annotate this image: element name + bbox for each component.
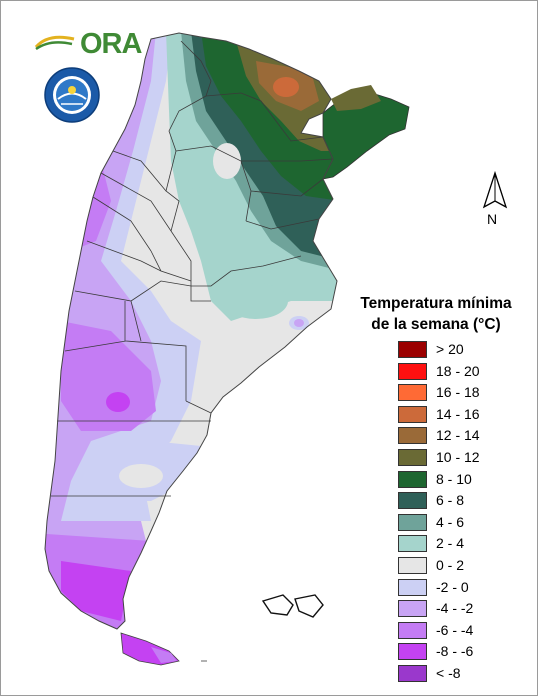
legend-title: Temperatura mínima de la semana (°C) <box>337 293 535 335</box>
smn-seal-icon <box>43 66 101 124</box>
legend-swatch <box>398 535 427 553</box>
legend-title-line1: Temperatura mínima <box>360 295 512 312</box>
legend-label: 10 - 12 <box>436 448 480 465</box>
legend-swatch <box>398 621 427 639</box>
legend-label: 12 - 14 <box>436 427 480 444</box>
legend-label: -2 - 0 <box>436 578 469 595</box>
legend-label: 8 - 10 <box>436 470 472 487</box>
legend-title-line2: de la semana (°C) <box>371 316 501 333</box>
legend-swatch <box>398 362 427 380</box>
legend-label: < -8 <box>436 664 461 681</box>
zone-14-16 <box>273 77 299 97</box>
legend-swatch <box>398 448 427 466</box>
legend-swatch <box>398 513 427 531</box>
zone-2-4 <box>181 187 221 215</box>
legend-swatch <box>398 556 427 574</box>
legend-label: 4 - 6 <box>436 513 465 530</box>
legend-swatch <box>398 427 427 445</box>
zone-minus6-minus4 <box>61 321 156 431</box>
north-arrow-icon <box>482 171 508 209</box>
legend-swatch <box>398 600 427 618</box>
ora-swoosh-icon <box>34 35 75 51</box>
legend-label: > 20 <box>436 341 464 357</box>
zone-minus4-minus2 <box>294 319 304 327</box>
malvinas-islands <box>261 594 324 618</box>
zone-minus8-minus6 <box>61 561 131 621</box>
legend-swatch <box>398 470 427 488</box>
legend-swatch <box>398 578 427 596</box>
zone-minus8-minus6 <box>106 392 130 412</box>
legend-swatch <box>398 405 427 423</box>
legend-label: 0 - 2 <box>436 556 465 573</box>
legend-label: 16 - 18 <box>436 384 480 401</box>
ora-logo-text: ORA <box>80 28 142 60</box>
legend-label: -8 - -6 <box>436 643 474 660</box>
legend-label: -6 - -4 <box>436 621 474 638</box>
legend-swatch <box>398 664 427 682</box>
legend-swatch <box>398 384 427 402</box>
legend-label: 18 - 20 <box>436 362 480 379</box>
legend-label: 2 - 4 <box>436 535 465 552</box>
zone-2-4 <box>224 283 288 319</box>
zone-0-2 <box>119 464 163 488</box>
legend-label: 14 - 16 <box>436 405 480 422</box>
zone-0-2 <box>213 143 241 179</box>
legend-swatch <box>398 492 427 510</box>
legend-swatch <box>398 341 427 358</box>
legend-label: -4 - -2 <box>436 600 474 617</box>
province-borders <box>51 40 334 497</box>
legend-label: 6 - 8 <box>436 492 465 509</box>
legend-swatch <box>398 643 427 661</box>
ora-logo: ORA <box>34 29 142 59</box>
north-arrow-label: N <box>487 211 498 227</box>
